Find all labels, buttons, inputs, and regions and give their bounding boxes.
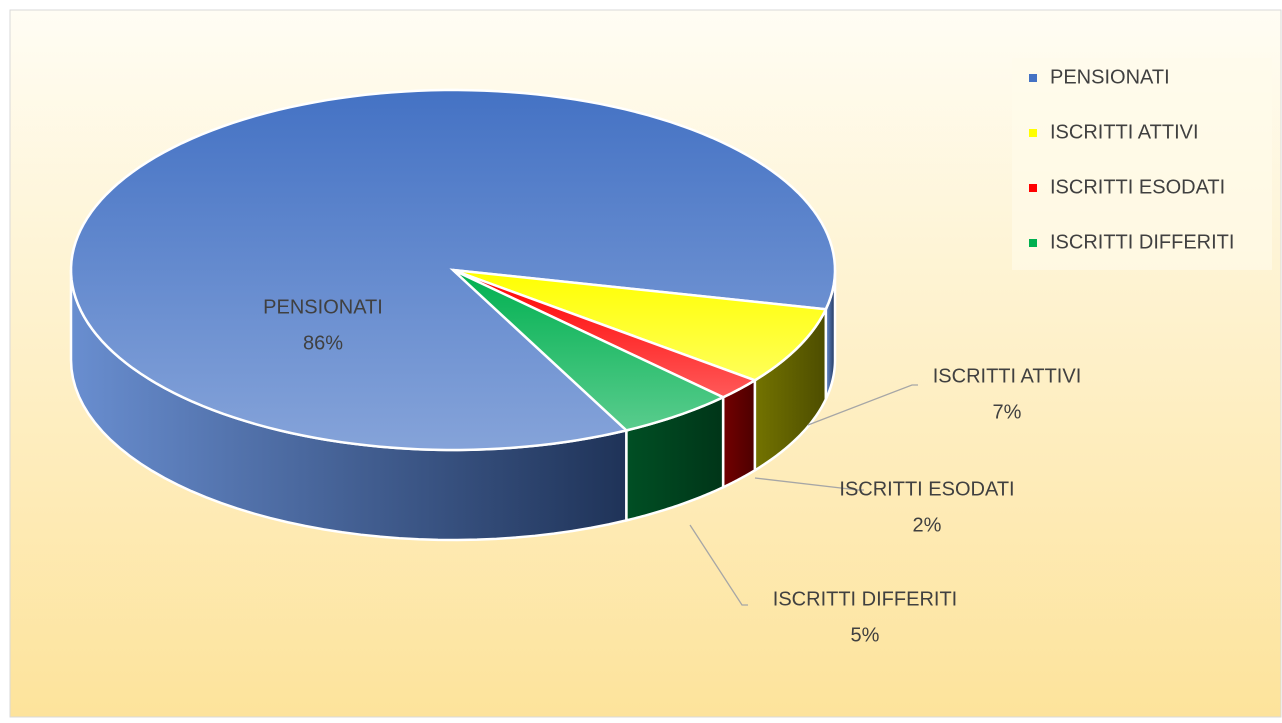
leader-line (689, 524, 748, 606)
leader-line (807, 384, 918, 426)
slice-side (721, 378, 757, 490)
slice (452, 268, 828, 382)
legend-label: ISCRITTI DIFFERITI (1050, 231, 1234, 253)
data-label-name: PENSIONATI (263, 296, 383, 318)
data-label-value: 5% (851, 624, 880, 646)
data-label-name: ISCRITTI ATTIVI (933, 365, 1082, 387)
legend-marker (1029, 184, 1037, 192)
legend-box (1012, 58, 1272, 270)
data-label-name: ISCRITTI DIFFERITI (773, 588, 957, 610)
data-label-value: 2% (913, 514, 942, 536)
data-label-name: ISCRITTI ESODATI (839, 478, 1014, 500)
legend-marker (1029, 74, 1037, 82)
legend-marker (1029, 129, 1037, 137)
slice (452, 268, 727, 432)
legend-label: ISCRITTI ESODATI (1050, 176, 1225, 198)
legend-label: PENSIONATI (1050, 66, 1170, 88)
leader-line (754, 477, 864, 491)
data-label-value: 86% (303, 332, 343, 354)
legend-label: ISCRITTI ATTIVI (1050, 121, 1199, 143)
legend-marker (1029, 239, 1037, 247)
data-label-value: 7% (993, 401, 1022, 423)
